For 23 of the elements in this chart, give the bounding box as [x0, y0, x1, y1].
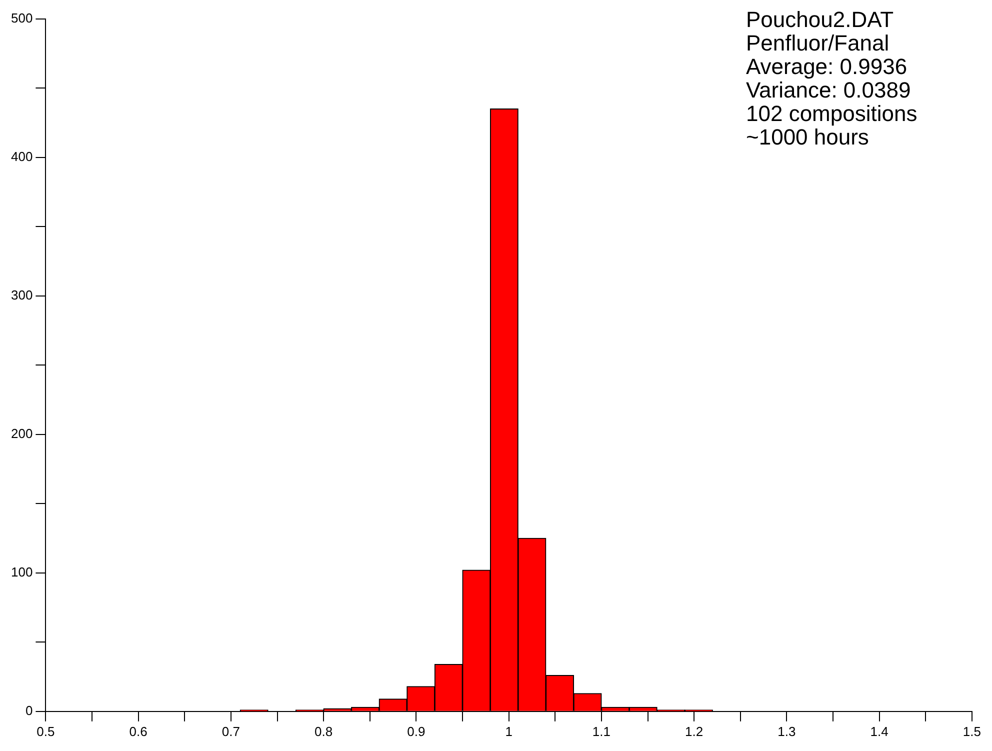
y-tick-label: 100 — [10, 564, 33, 580]
annotation: Penfluor/Fanal — [746, 30, 890, 56]
y-tick-label: 400 — [10, 148, 33, 164]
x-tick-label: 1 — [505, 724, 512, 739]
x-tick-label: 0.6 — [129, 724, 148, 739]
y-tick-label: 300 — [10, 287, 33, 302]
x-tick-label: 1.1 — [592, 724, 610, 739]
annotation: 102 compositions — [746, 101, 918, 126]
x-tick-label: 1.3 — [778, 724, 796, 739]
x-tick-label: 0.7 — [222, 724, 240, 739]
x-tick-label: 0.9 — [407, 724, 426, 739]
x-tick-label: 0.5 — [36, 724, 55, 739]
x-tick-label: 0.8 — [314, 724, 333, 739]
annotation: Average: 0.9936 — [746, 54, 908, 80]
x-tick-label: 1.4 — [870, 724, 888, 739]
annotation: Variance: 0.0389 — [746, 78, 911, 103]
y-tick-label: 0 — [25, 702, 33, 718]
y-tick-label: 200 — [10, 426, 33, 441]
y-tick-label: 500 — [10, 10, 33, 26]
x-tick-label: 1.2 — [685, 724, 704, 739]
x-tick-label: 1.5 — [962, 724, 982, 739]
annotation: Pouchou2.DAT — [746, 7, 894, 32]
annotation: ~1000 hours — [746, 124, 869, 150]
